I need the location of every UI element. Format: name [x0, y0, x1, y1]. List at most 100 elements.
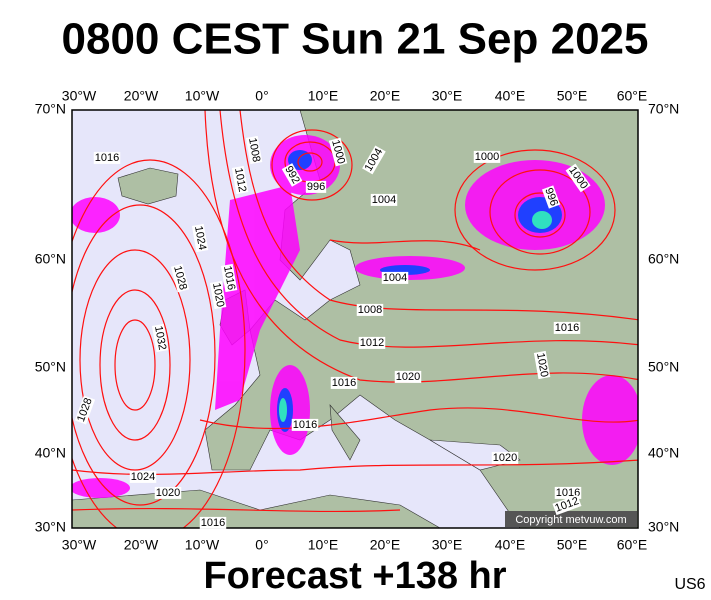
isobar-label-bg	[328, 137, 348, 167]
isobar-label-group: 1016	[553, 321, 581, 334]
isobar-label: 996	[307, 181, 325, 193]
isobar-label-bg	[74, 395, 96, 425]
isobar-label-bg	[541, 185, 561, 209]
lon-label-top: 30°E	[432, 88, 463, 104]
isobar-label-group: 996	[541, 185, 561, 209]
isobar-label: 1016	[332, 377, 356, 389]
lat-label-left: 60°N	[35, 251, 66, 267]
lon-label-bottom: 0°	[255, 537, 268, 553]
isobar-label: 1008	[246, 137, 262, 163]
isobar-label: 1016	[556, 487, 580, 499]
isobar-label-group: 1016	[199, 516, 227, 529]
lon-label-top: 50°E	[557, 88, 588, 104]
lon-label-bottom: 30°W	[62, 537, 97, 553]
isobar-label-bg	[358, 336, 386, 349]
isobar-label: 1032	[152, 325, 168, 351]
lon-label-top: 20°W	[124, 88, 159, 104]
isobar-label-group: 1016	[330, 376, 358, 389]
isobar-label-group: 1004	[370, 193, 398, 206]
isobar-label: 1024	[131, 471, 155, 483]
isobar-label-bg	[93, 151, 121, 164]
isobar-label: 1020	[210, 282, 226, 308]
isobar-label-bg	[191, 223, 209, 253]
map-frame	[71, 109, 639, 529]
lon-label-bottom: 60°E	[617, 537, 648, 553]
isobar-label-group: 1020	[491, 451, 519, 464]
lon-label-bottom: 10°W	[185, 537, 220, 553]
isobar-label-bg	[356, 303, 384, 316]
isobar-label-group: 1012	[358, 336, 386, 349]
isobar-label-bg	[154, 486, 182, 499]
isobar-label-group: 1024	[129, 470, 157, 483]
isobar-label-group: 1020	[209, 280, 227, 310]
lon-label-top: 0°	[255, 88, 268, 104]
title: 0800 CEST Sun 21 Sep 2025	[62, 15, 649, 64]
isobar-label-group: 1004	[381, 271, 409, 284]
isobar-label: 1020	[534, 352, 550, 378]
isobar-label: 1004	[372, 194, 396, 206]
isobar-label: 1000	[475, 151, 499, 163]
isobar-label: 1020	[396, 371, 420, 383]
isobar-label-bg	[381, 271, 409, 284]
isobar-label-bg	[553, 321, 581, 334]
isobar-label: 1008	[358, 304, 382, 316]
isobar-label-group: 1020	[533, 350, 551, 380]
lat-label-right: 50°N	[648, 359, 679, 375]
isobar-label: 1012	[232, 167, 248, 193]
isobar-label-bg	[231, 165, 249, 195]
lat-label-right: 40°N	[648, 445, 679, 461]
lon-label-top: 30°W	[62, 88, 97, 104]
isobar-label-group: 1008	[356, 303, 384, 316]
isobar-label-bg	[305, 180, 327, 193]
isobar-label-bg	[565, 163, 591, 193]
lon-label-bottom: 40°E	[495, 537, 526, 553]
isobar-label-bg	[330, 376, 358, 389]
isobar-label-bg	[170, 263, 190, 293]
isobar-label-group: 1016	[554, 486, 582, 499]
lon-label-top: 20°E	[370, 88, 401, 104]
lat-label-right: 60°N	[648, 251, 679, 267]
isobar-label-bg	[552, 494, 582, 516]
lon-label-bottom: 50°E	[557, 537, 588, 553]
isobar-label-bg	[199, 516, 227, 529]
model-label: US6	[674, 576, 705, 593]
isobar-label-bg	[394, 370, 422, 383]
isobar-label: 996	[542, 186, 560, 207]
isobar-label-bg	[491, 451, 519, 464]
isobar-label-bg	[291, 418, 319, 431]
lon-label-bottom: 20°W	[124, 537, 159, 553]
isobar-label-bg	[220, 263, 238, 293]
isobar-label-bg	[129, 470, 157, 483]
isobar-label-group: 1016	[93, 151, 121, 164]
lat-label-left: 50°N	[35, 359, 66, 375]
copyright: Copyright metvuw.com	[515, 514, 626, 526]
isobar-label-group: 1016	[291, 418, 319, 431]
isobar-label-group: 996	[305, 180, 327, 193]
isobar-label: 1016	[201, 517, 225, 529]
isobar-label: 1012	[360, 337, 384, 349]
isobar-label: 1004	[383, 272, 407, 284]
forecast-label: Forecast +138 hr	[203, 555, 506, 597]
isobar-label-bg	[209, 280, 227, 310]
lat-label-left: 30°N	[35, 519, 66, 535]
isobar-label-group: 1020	[154, 486, 182, 499]
isobar-label-group: 1012	[231, 165, 249, 195]
isobar-label: 1024	[192, 225, 208, 251]
isobar-label-group: 1000	[473, 150, 501, 163]
isobar-label: 1016	[95, 152, 119, 164]
isobar-label: 1016	[555, 322, 579, 334]
isobar-label-bg	[362, 145, 386, 175]
map-area	[72, 110, 638, 528]
copyright-box	[505, 511, 637, 527]
isobar-label-group: 1032	[151, 323, 169, 353]
isobar-label-bg	[473, 150, 501, 163]
isobar-label-group: 1020	[394, 370, 422, 383]
lat-label-left: 40°N	[35, 445, 66, 461]
isobar-label-bg	[533, 350, 551, 380]
lon-label-top: 10°W	[185, 88, 220, 104]
lon-label-bottom: 20°E	[370, 537, 401, 553]
isobar-label: 1020	[493, 452, 517, 464]
lon-label-bottom: 10°E	[308, 537, 339, 553]
isobar-label: 1016	[221, 265, 237, 291]
